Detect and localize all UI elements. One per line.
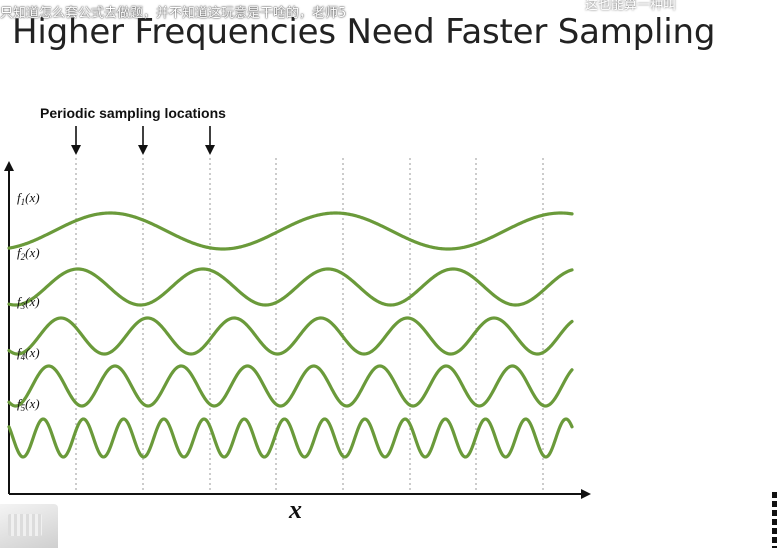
sampling-locations-label: Periodic sampling locations: [40, 105, 226, 121]
side-strip: [772, 492, 777, 548]
sampling-arrows: [71, 126, 215, 155]
function-label-f2: f2(x): [17, 245, 40, 262]
function-label-f3: f3(x): [17, 294, 40, 311]
wave-f2: [7, 267, 574, 307]
function-label-f5: f5(x): [17, 396, 40, 413]
wave-f5: [7, 417, 574, 459]
function-label-f1: f1(x): [17, 190, 40, 207]
x-axis-label: x: [288, 495, 302, 524]
wave-f1: [7, 211, 574, 251]
danmaku-comment-right: 这也能算一种叫: [585, 0, 677, 13]
wave-group: [7, 211, 574, 459]
wave-f3: [7, 316, 574, 356]
slide-title: Higher Frequencies Need Faster Sampling: [12, 12, 716, 52]
webcam-thumbnail: [0, 504, 58, 548]
wave-f4: [7, 364, 574, 408]
function-labels: f1(x) f2(x) f3(x) f4(x) f5(x): [17, 190, 40, 413]
danmaku-comment: 只知道怎么套公式去做题，并不知道这玩意是干啥的，老师5: [0, 6, 347, 21]
function-label-f4: f4(x): [17, 345, 40, 362]
